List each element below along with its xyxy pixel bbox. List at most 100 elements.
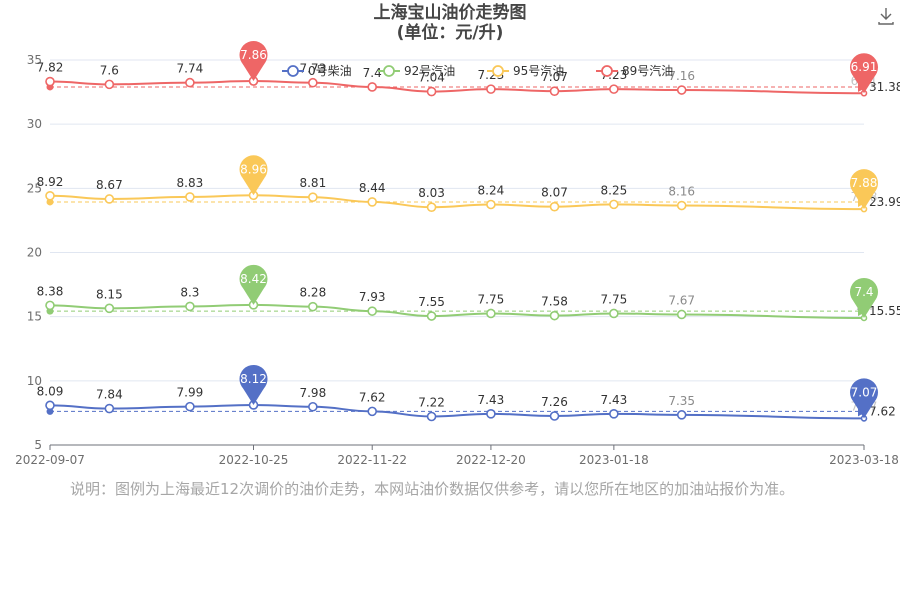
data-point (486, 199, 496, 210)
x-tick-label: 2022-11-22 (337, 453, 407, 467)
data-point (367, 406, 378, 417)
data-label: 8.25 (601, 183, 628, 197)
data-point (367, 306, 378, 316)
download-icon[interactable] (876, 6, 896, 26)
data-point (104, 303, 115, 314)
legend-item-label: 0号柴油 (308, 64, 352, 78)
chart-title-block: 上海宝山油价走势图 (单位：元/升) (0, 3, 900, 43)
data-label: 7.75 (601, 292, 628, 306)
data-label: 7.55 (418, 295, 445, 309)
data-label: 7.58 (541, 295, 568, 309)
last-value-pin-tail (853, 300, 875, 318)
data-point (676, 309, 687, 320)
data-label: 7.62 (359, 390, 386, 404)
last-value-pin (850, 169, 878, 198)
last-value-pin (850, 277, 878, 306)
last-value-pin-tail (853, 401, 875, 419)
legend-item-label: 95号汽油 (513, 63, 564, 78)
data-point (367, 82, 378, 92)
data-label: 7.35 (668, 394, 695, 408)
data-label: 7.22 (418, 396, 445, 410)
last-value-pin-tail (853, 75, 875, 94)
last-value-pin-label: 6.91 (851, 60, 878, 74)
legend-item-label: 89号汽油 (622, 63, 673, 78)
max-value-pin-tail (242, 63, 265, 82)
data-label: 7.16 (668, 69, 695, 83)
data-point (308, 301, 318, 312)
legend-marker (492, 65, 504, 77)
avg-line-label: 15.55 (869, 304, 900, 318)
last-value-pin-label: 7.07 (851, 385, 878, 399)
last-value-pin-tail (853, 191, 875, 210)
data-point (609, 409, 619, 419)
data-label: 7.84 (96, 388, 123, 402)
data-point (104, 403, 115, 414)
max-value-pin-label: 8.42 (240, 272, 267, 286)
y-tick-label: 30 (27, 117, 42, 131)
data-point (426, 411, 437, 422)
max-value-pin (239, 41, 268, 70)
max-value-pin (239, 155, 268, 184)
data-label: 8.24 (478, 184, 505, 198)
data-point (426, 202, 437, 212)
data-point (426, 86, 437, 97)
data-point (676, 200, 687, 211)
data-point (104, 79, 115, 90)
max-value-pin (239, 264, 268, 293)
y-tick-label: 5 (34, 438, 42, 452)
data-label: 7.98 (299, 386, 326, 400)
data-point (609, 308, 619, 319)
avg-line-label: 23.99 (869, 195, 900, 209)
data-point (308, 77, 318, 88)
data-point (308, 192, 318, 202)
data-label: 8.15 (96, 287, 123, 301)
data-label: 7.4 (363, 66, 382, 80)
y-tick-label: 20 (27, 246, 42, 260)
max-value-pin-tail (242, 287, 265, 305)
data-point (609, 84, 619, 94)
data-point (104, 194, 115, 204)
data-point (45, 190, 55, 201)
x-tick-label: 2023-03-18 (829, 453, 899, 467)
data-label: 7.82 (37, 61, 64, 75)
last-value-pin-label: 7.4 (854, 285, 873, 299)
data-label: 8.81 (299, 176, 326, 190)
last-value-pin (850, 53, 878, 82)
data-point (185, 301, 195, 312)
data-label: 7.73 (299, 62, 326, 76)
data-label: 8.03 (418, 186, 445, 200)
y-tick-label: 15 (27, 310, 42, 324)
y-tick-label: 25 (27, 181, 42, 195)
data-label: 7.99 (177, 386, 204, 400)
y-tick-label: 35 (27, 53, 42, 67)
data-label: 7.75 (478, 292, 505, 306)
data-label: 7.43 (478, 393, 505, 407)
data-label: 8.44 (359, 181, 386, 195)
data-label: 7.04 (418, 71, 445, 85)
data-point (609, 199, 619, 210)
data-point (45, 400, 55, 411)
data-point (549, 86, 560, 96)
data-point (308, 401, 318, 412)
data-point (185, 77, 195, 88)
data-point (486, 308, 496, 319)
data-point (45, 300, 55, 311)
data-label: 7.93 (359, 290, 386, 304)
data-label: 8.92 (37, 175, 64, 189)
data-point (549, 411, 560, 421)
data-label: 8.07 (541, 186, 568, 200)
max-value-pin-label: 8.96 (240, 162, 267, 176)
data-label: 8.83 (177, 176, 204, 190)
data-point (486, 409, 496, 419)
last-value-pin (850, 378, 878, 407)
chart-subtitle: (单位：元/升) (396, 23, 504, 43)
data-label: 8.38 (37, 284, 64, 298)
max-value-pin-tail (242, 177, 265, 196)
y-tick-label: 10 (27, 374, 42, 388)
data-label: 7.67 (668, 293, 695, 307)
max-value-pin-label: 7.86 (240, 48, 267, 62)
data-label: 7.74 (177, 62, 204, 76)
avg-line-label: 7.62 (869, 404, 896, 418)
data-label: 8.16 (668, 185, 695, 199)
